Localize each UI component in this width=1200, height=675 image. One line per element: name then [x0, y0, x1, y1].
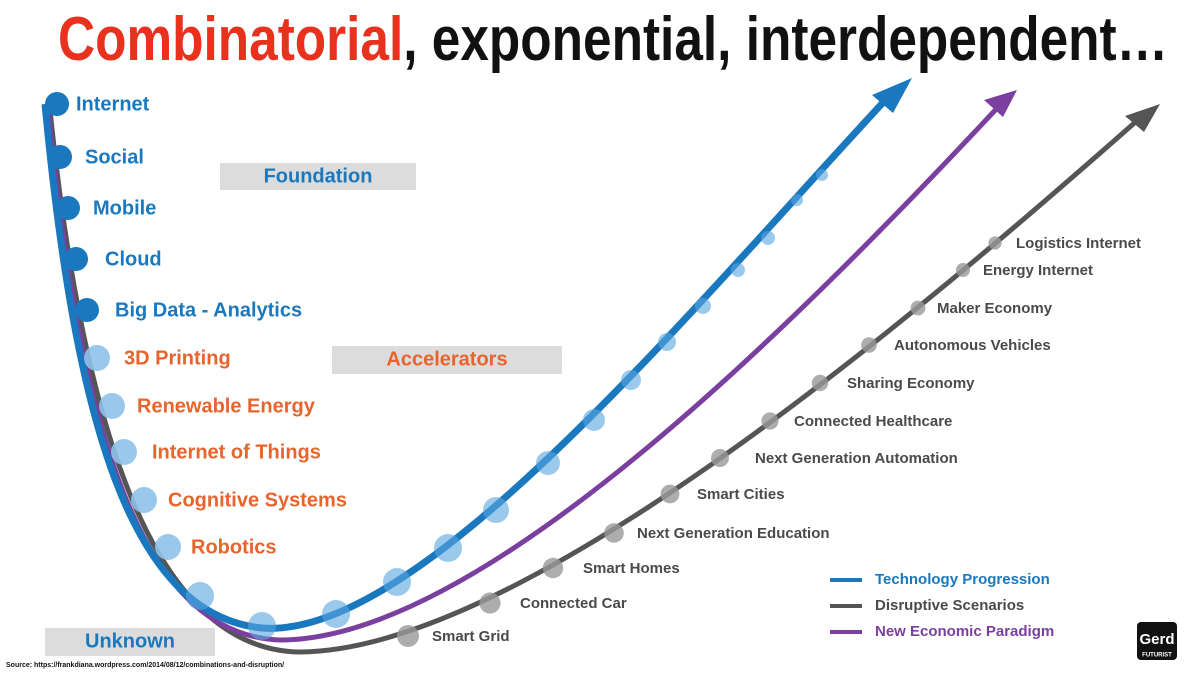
arrowhead — [1125, 104, 1160, 132]
item-label: Mobile — [93, 197, 156, 219]
progress-dots — [186, 169, 828, 640]
item-label: Internet — [76, 93, 150, 115]
item-label: Logistics Internet — [1016, 235, 1141, 252]
item-dot — [48, 145, 72, 169]
item-dot — [811, 374, 829, 392]
item-dot — [604, 523, 624, 543]
arrowhead — [984, 90, 1017, 117]
item-label: Robotics — [191, 536, 277, 558]
title-highlight: Combinatorial — [58, 5, 403, 74]
item-dot — [711, 449, 729, 467]
item-label: Renewable Energy — [137, 395, 316, 417]
item-label: Energy Internet — [983, 262, 1093, 279]
item-dot — [479, 592, 501, 614]
item-dot — [131, 487, 157, 513]
item-label: Smart Cities — [697, 486, 785, 503]
title-rest: , exponential, interdependent… — [403, 5, 1168, 74]
item-dot — [397, 625, 419, 647]
item-dot — [542, 557, 564, 579]
item-label: Internet of Things — [152, 441, 321, 463]
legend: Technology Progression Disruptive Scenar… — [830, 571, 1054, 640]
disruptive-curve — [47, 109, 1142, 655]
heading-box — [220, 163, 416, 190]
accelerators-heading: Accelerators — [386, 348, 507, 370]
item-dot — [75, 298, 99, 322]
heading-box — [45, 628, 215, 656]
item-label: Big Data - Analytics — [115, 299, 302, 321]
item-label: Next Generation Education — [637, 525, 830, 542]
item-dot — [155, 534, 181, 560]
unknown-label: Unknown — [85, 630, 175, 652]
item-dot — [64, 247, 88, 271]
item-dot — [910, 300, 926, 316]
item-dot — [761, 412, 779, 430]
item-label: Social — [85, 146, 144, 168]
item-label: Connected Car — [520, 595, 627, 612]
item-label: Smart Homes — [583, 560, 680, 577]
items: Internet Social Mobile Cloud Big Data - Anal… — [45, 92, 1141, 647]
item-dot — [84, 345, 110, 371]
item-dot — [861, 337, 877, 353]
item-label: 3D Printing — [124, 347, 231, 369]
item-label: Maker Economy — [937, 300, 1053, 317]
logo-tagline: FUTURIST — [1142, 653, 1172, 659]
foundation-heading: Foundation — [264, 165, 373, 187]
item-dot — [956, 263, 970, 277]
item-dot — [660, 484, 680, 504]
item-label: Sharing Economy — [847, 375, 975, 392]
source: Source: https://frankdiana.wordpress.com… — [6, 662, 284, 669]
item-dot — [45, 92, 69, 116]
heading-box — [332, 346, 562, 374]
item-label: Autonomous Vehicles — [894, 337, 1051, 354]
item-label: Smart Grid — [432, 628, 510, 645]
arrowhead — [872, 78, 912, 113]
item-dot — [56, 196, 80, 220]
item-label: Cognitive Systems — [168, 489, 347, 511]
item-label: Cloud — [105, 248, 162, 270]
logo-name: Gerd — [1139, 631, 1174, 648]
logo-box — [1137, 622, 1177, 660]
legend-label: Technology Progression — [875, 571, 1050, 588]
title: Combinatorial, exponential, interdepende… — [58, 5, 1168, 74]
item-label: Connected Healthcare — [794, 413, 952, 430]
item-dot — [988, 236, 1002, 250]
item-dot — [111, 439, 137, 465]
item-dot — [99, 393, 125, 419]
legend-label: Disruptive Scenarios — [875, 597, 1024, 614]
legend-label: New Economic Paradigm — [875, 623, 1054, 640]
item-label: Next Generation Automation — [755, 450, 958, 467]
